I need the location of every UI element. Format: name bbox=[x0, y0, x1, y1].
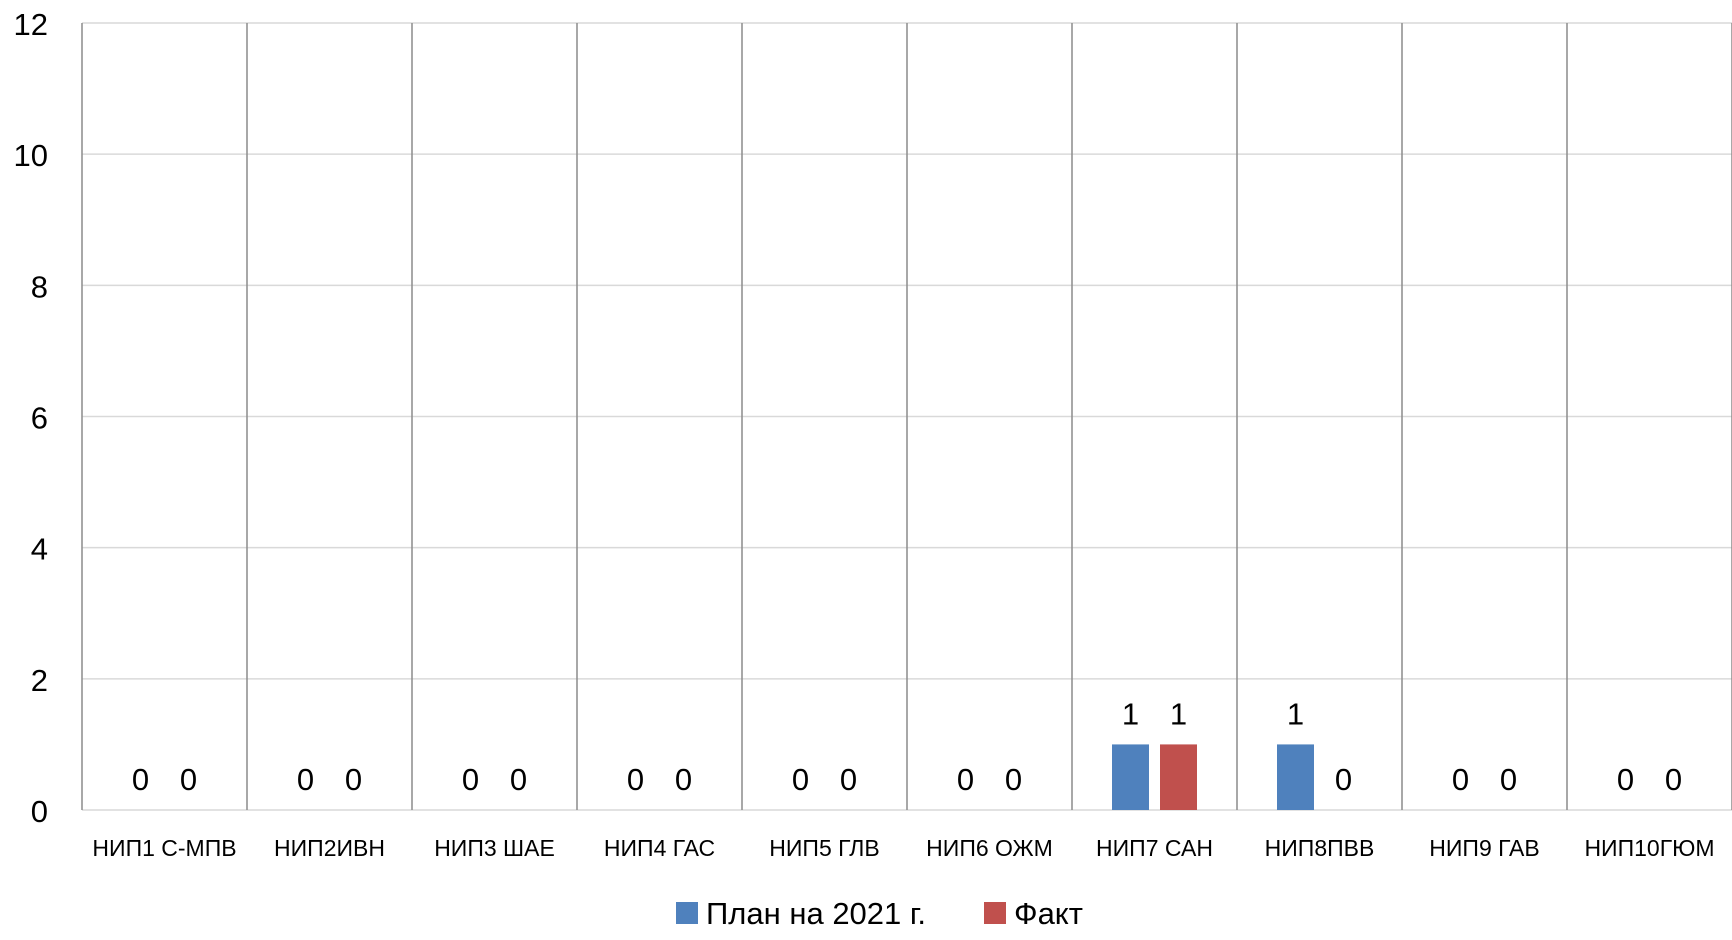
legend: План на 2021 г. Факт bbox=[676, 896, 1083, 931]
data-label: 1 bbox=[1170, 696, 1187, 731]
y-tick-label: 4 bbox=[31, 532, 48, 567]
data-label: 1 bbox=[1122, 696, 1139, 731]
legend-swatch-plan bbox=[676, 902, 698, 924]
x-tick-label: НИП7 САН bbox=[1096, 835, 1213, 861]
data-label: 0 bbox=[1005, 762, 1022, 797]
data-label: 0 bbox=[1617, 762, 1634, 797]
data-label: 0 bbox=[1500, 762, 1517, 797]
data-label: 0 bbox=[1335, 762, 1352, 797]
legend-label-fact: Факт bbox=[1014, 896, 1083, 931]
bars bbox=[1112, 744, 1314, 810]
data-label: 0 bbox=[1665, 762, 1682, 797]
data-label: 0 bbox=[957, 762, 974, 797]
y-tick-label: 0 bbox=[31, 794, 48, 829]
data-label: 0 bbox=[675, 762, 692, 797]
x-tick-label: НИП9 ГАВ bbox=[1429, 835, 1539, 861]
x-tick-label: НИП2ИВН bbox=[274, 835, 385, 861]
x-tick-label: НИП4 ГАС bbox=[604, 835, 715, 861]
category-separators bbox=[81, 23, 1732, 810]
legend-swatch-fact bbox=[984, 902, 1006, 924]
legend-label-plan: План на 2021 г. bbox=[706, 896, 926, 931]
x-tick-label: НИП3 ШАЕ bbox=[434, 835, 555, 861]
y-tick-label: 12 bbox=[14, 7, 48, 42]
x-tick-label: НИП8ПВВ bbox=[1265, 835, 1375, 861]
y-tick-label: 8 bbox=[31, 269, 48, 304]
x-tick-label: НИП1 С-МПВ bbox=[92, 835, 236, 861]
x-axis-tick-labels: НИП1 С-МПВ НИП2ИВН НИП3 ШАЕ НИП4 ГАС НИП5 ГЛ… bbox=[92, 835, 1714, 861]
data-label: 0 bbox=[627, 762, 644, 797]
bar-plan bbox=[1277, 744, 1314, 810]
data-label: 0 bbox=[840, 762, 857, 797]
data-label: 0 bbox=[297, 762, 314, 797]
data-label: 0 bbox=[132, 762, 149, 797]
data-label: 0 bbox=[345, 762, 362, 797]
data-labels: 0 0 0 0 0 0 0 0 0 0 0 01 1 10 0 0 0 0 bbox=[132, 696, 1682, 797]
data-label: 0 bbox=[792, 762, 809, 797]
data-label: 0 bbox=[180, 762, 197, 797]
y-tick-label: 10 bbox=[14, 138, 48, 173]
y-tick-label: 6 bbox=[31, 401, 48, 436]
x-tick-label: НИП10ГЮМ bbox=[1584, 835, 1714, 861]
data-label: 1 bbox=[1287, 696, 1304, 731]
data-label: 0 bbox=[462, 762, 479, 797]
x-tick-label: НИП5 ГЛВ bbox=[769, 835, 879, 861]
y-axis-tick-labels: 0 2 4 6 8 10 12 bbox=[14, 7, 48, 829]
bar-plan bbox=[1112, 744, 1149, 810]
data-label: 0 bbox=[510, 762, 527, 797]
x-tick-label: НИП6 ОЖМ bbox=[926, 835, 1053, 861]
data-label: 0 bbox=[1452, 762, 1469, 797]
y-tick-label: 2 bbox=[31, 663, 48, 698]
bar-fact bbox=[1160, 744, 1197, 810]
